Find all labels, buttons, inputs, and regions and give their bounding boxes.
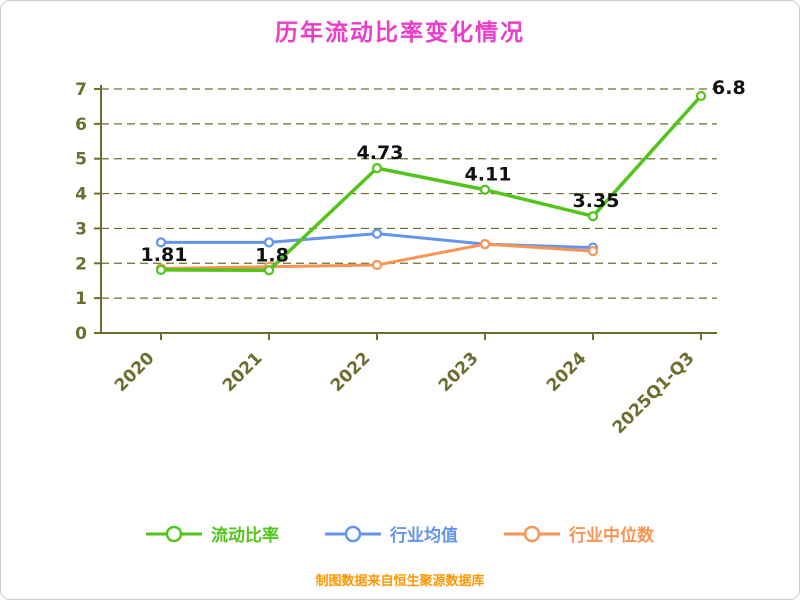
data-point[interactable] (155, 237, 167, 248)
y-tick-label: 1 (75, 289, 87, 309)
x-tick-label: 2024 (543, 348, 591, 396)
point-label: 6.8 (712, 77, 746, 99)
point-label: 1.8 (255, 244, 289, 266)
legend-circle-icon (344, 525, 362, 542)
point-label: 3.35 (573, 190, 620, 212)
data-point[interactable] (263, 237, 275, 248)
data-point[interactable] (587, 211, 599, 222)
data-source-note: 制图数据来自恒生聚源数据库 (315, 574, 485, 589)
point-label: 1.81 (141, 244, 188, 266)
point-label: 4.73 (357, 142, 404, 164)
x-tick-label: 2021 (219, 348, 267, 396)
legend-circle-icon (523, 525, 541, 542)
legend-marker (146, 525, 202, 542)
legend-label: 行业均值 (390, 526, 458, 546)
legend-item-1[interactable]: 流动比率 (146, 521, 279, 546)
data-point[interactable] (479, 184, 491, 195)
x-tick-label: 2022 (327, 348, 375, 396)
legend-label: 流动比率 (211, 526, 279, 546)
y-tick-label: 5 (75, 150, 87, 170)
y-tick-label: 4 (75, 185, 87, 205)
legend-label: 行业中位数 (569, 526, 654, 546)
legend-item-2[interactable]: 行业均值 (325, 521, 458, 546)
legend-circle-icon (165, 525, 183, 542)
series-line-1 (159, 94, 703, 273)
data-point[interactable] (479, 239, 491, 250)
data-point[interactable] (695, 90, 707, 102)
data-point[interactable] (371, 163, 383, 174)
legend-item-3[interactable]: 行业中位数 (504, 521, 654, 546)
y-tick-label: 2 (75, 254, 87, 274)
data-point[interactable] (263, 265, 275, 276)
legend-marker (504, 525, 560, 542)
chart-title: 历年流动比率变化情况 (275, 20, 525, 46)
y-tick-label: 3 (75, 219, 87, 239)
x-tick-label: 2025Q1-Q3 (609, 348, 699, 438)
y-tick-label: 7 (75, 80, 87, 100)
y-tick-label: 0 (75, 324, 87, 344)
legend-marker (325, 525, 381, 542)
data-point[interactable] (371, 259, 383, 271)
data-point[interactable] (587, 245, 599, 257)
data-point[interactable] (155, 264, 167, 276)
y-tick-label: 6 (75, 115, 87, 135)
x-tick-label: 2023 (435, 348, 483, 396)
x-tick-label: 2020 (111, 348, 159, 396)
data-point[interactable] (371, 228, 383, 239)
point-label: 4.11 (465, 164, 512, 186)
legend: 流动比率 行业均值 行业中位数 (1, 521, 799, 546)
